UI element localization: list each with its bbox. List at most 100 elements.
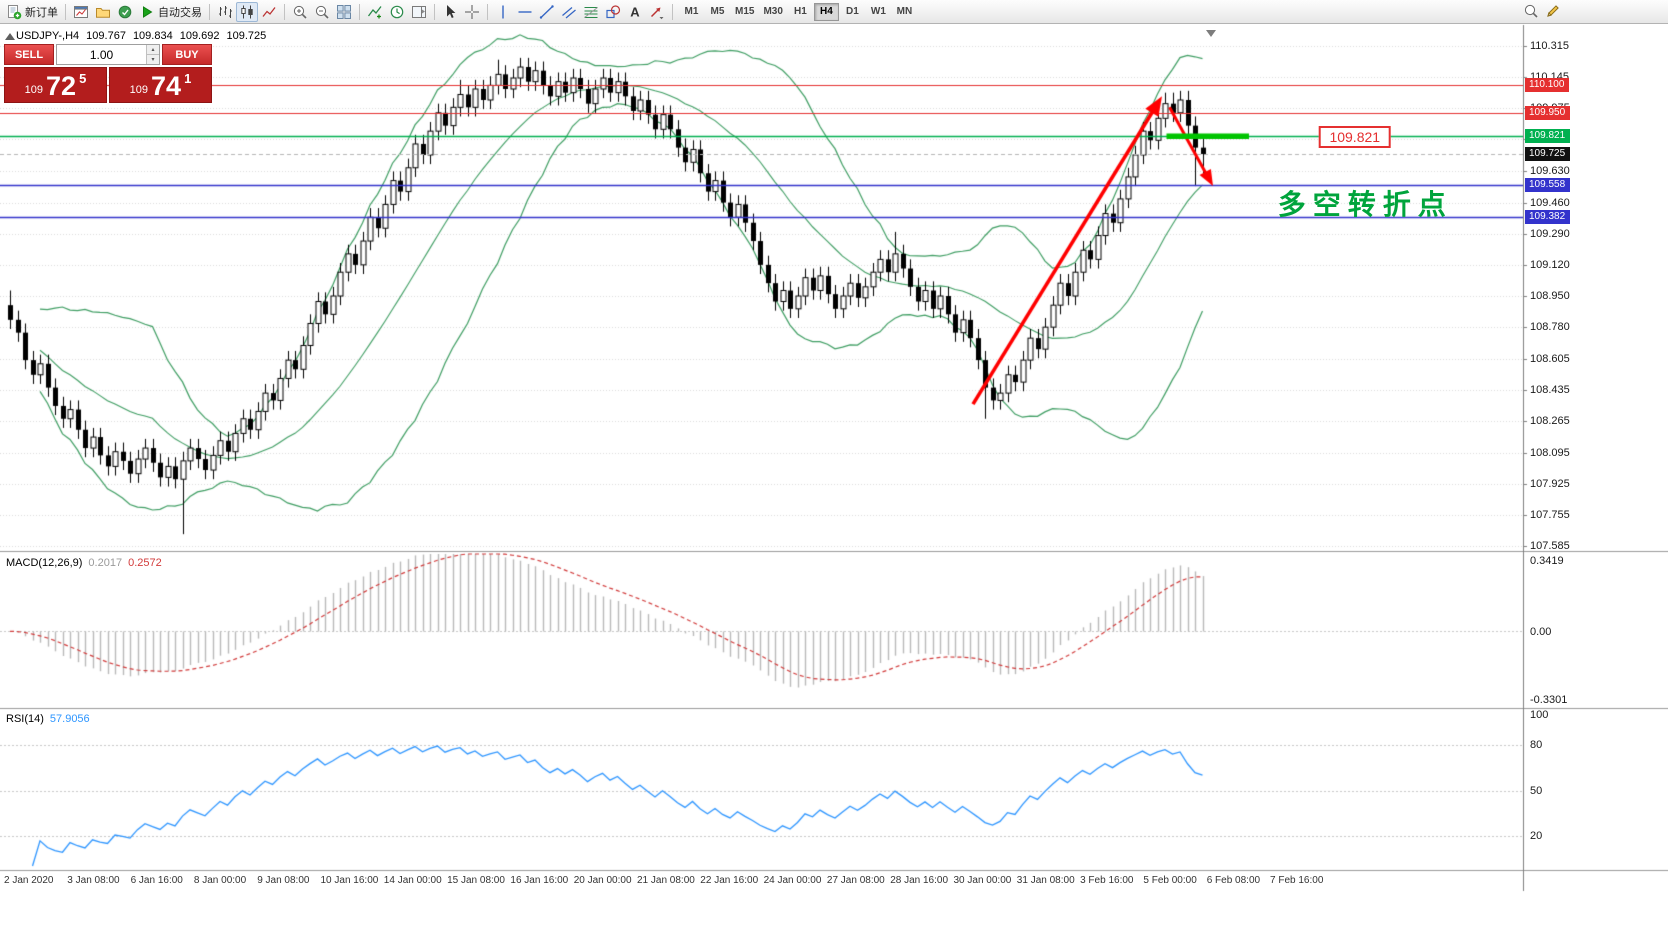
one-click-toggle[interactable] <box>5 33 15 40</box>
macd-axis-value: -0.3301 <box>1530 694 1568 706</box>
channel-tool-button[interactable] <box>558 2 580 22</box>
market-icon <box>117 4 133 20</box>
time-axis-label: 27 Jan 08:00 <box>826 875 885 886</box>
price-axis-tick: 109.290 <box>1530 227 1570 240</box>
timeframe-m15-button[interactable]: M15 <box>731 3 758 21</box>
profiles-button[interactable] <box>92 2 114 22</box>
symbol-period-label: USDJPY-,H4 <box>16 30 80 42</box>
time-axis-label: 30 Jan 00:00 <box>953 875 1012 886</box>
new-chart-button[interactable] <box>70 2 92 22</box>
candles-icon <box>239 4 255 20</box>
timeframe-m5-button[interactable]: M5 <box>705 3 730 21</box>
one-click-order-row: SELL ▴ ▾ BUY <box>4 44 212 65</box>
panel-divider-macd[interactable] <box>0 550 1523 554</box>
pencil-icon <box>1545 3 1561 19</box>
rsi-axis-value: 50 <box>1530 784 1543 797</box>
vline-icon <box>495 4 511 20</box>
zoom-in-button[interactable] <box>289 2 311 22</box>
volume-input[interactable] <box>57 45 146 64</box>
toolbar-separator <box>672 3 673 20</box>
horizontal-line-tool-button[interactable] <box>514 2 536 22</box>
vertical-line-tool-button[interactable] <box>492 2 514 22</box>
new-order-label: 新订单 <box>25 6 58 19</box>
timeframe-w1-button[interactable]: W1 <box>866 3 891 21</box>
tile-windows-button[interactable] <box>333 2 355 22</box>
template-icon <box>411 4 427 20</box>
bar-chart-mode-button[interactable] <box>214 2 236 22</box>
chart-shift-button[interactable] <box>408 2 430 22</box>
search-button[interactable] <box>1520 1 1542 21</box>
macd-name: MACD(12,26,9) <box>6 557 83 569</box>
time-axis-label: 24 Jan 00:00 <box>763 875 822 886</box>
period-converter-button[interactable] <box>386 2 408 22</box>
sell-button[interactable]: SELL <box>4 44 54 65</box>
price-level-label: 109.950 <box>1525 105 1571 120</box>
chart-ohlc-header: USDJPY-,H4 109.767 109.834 109.692 109.7… <box>16 30 266 42</box>
volume-decrease-button[interactable]: ▾ <box>147 55 159 64</box>
time-axis-label: 22 Jan 16:00 <box>700 875 759 886</box>
macd-panel-label: MACD(12,26,9) 0.2017 0.2572 <box>6 557 162 569</box>
timeframe-m30-button[interactable]: M30 <box>759 3 786 21</box>
rsi-name: RSI(14) <box>6 713 44 725</box>
toolbar-separator <box>284 3 285 20</box>
chart-shift-marker[interactable] <box>1206 30 1216 37</box>
macd-axis-value: 0.00 <box>1530 625 1552 638</box>
quick-edit-button[interactable] <box>1542 1 1564 21</box>
market-watch-button[interactable] <box>114 2 136 22</box>
timeframe-h4-button[interactable]: H4 <box>813 2 839 21</box>
panel-divider-timescale[interactable] <box>0 869 1523 873</box>
volume-increase-button[interactable]: ▴ <box>147 45 159 55</box>
profiles-icon <box>95 4 111 20</box>
price-level-label: 110.100 <box>1525 78 1570 93</box>
clock-icon <box>389 4 405 20</box>
panel-divider-rsi[interactable] <box>0 707 1523 711</box>
one-click-price-row: 109 72 5 109 74 1 <box>4 67 212 103</box>
timeframe-m1-button[interactable]: M1 <box>679 3 704 21</box>
sell-price-panel[interactable]: 109 72 5 <box>4 67 107 103</box>
fibonacci-tool-button[interactable] <box>580 2 602 22</box>
candlestick-mode-button[interactable] <box>236 1 258 22</box>
toolbar-separator <box>65 3 66 20</box>
new-order-button[interactable]: 新订单 <box>3 2 61 22</box>
timeframe-mn-button[interactable]: MN <box>892 3 917 21</box>
doc-plus-icon <box>6 4 22 20</box>
ask-prefix: 109 <box>129 84 149 96</box>
text-tool-button[interactable]: A <box>624 2 646 22</box>
annotation-note-text: 多空转折点 <box>1277 188 1453 220</box>
price-axis-tick: 108.780 <box>1530 321 1570 334</box>
time-axis-label: 6 Feb 08:00 <box>1206 875 1261 886</box>
time-axis-label: 6 Jan 16:00 <box>130 875 183 886</box>
volume-spinner: ▴ ▾ <box>146 45 159 64</box>
rsi-axis-value: 100 <box>1530 709 1549 721</box>
bid-pip-digit: 5 <box>79 71 87 86</box>
arrows-tool-button[interactable] <box>646 2 668 22</box>
rsi-value: 57.9056 <box>49 713 90 725</box>
shapes-tool-button[interactable] <box>602 2 624 22</box>
time-axis-label: 20 Jan 00:00 <box>573 875 632 886</box>
zoom-out-icon <box>314 4 330 20</box>
arrows-icon <box>649 4 665 20</box>
trendline-tool-button[interactable] <box>536 2 558 22</box>
buy-button[interactable]: BUY <box>162 44 212 65</box>
channel-icon <box>561 4 577 20</box>
timeframe-h1-button[interactable]: H1 <box>788 3 813 21</box>
indicators-list-button[interactable] <box>364 2 386 22</box>
price-level-label: 109.382 <box>1525 209 1571 224</box>
crosshair-tool-button[interactable] <box>461 2 483 22</box>
time-axis-label: 5 Feb 00:00 <box>1143 875 1197 886</box>
auto-trading-button[interactable]: 自动交易 <box>136 2 205 22</box>
buy-price-panel[interactable]: 109 74 1 <box>109 67 212 103</box>
zoom-out-button[interactable] <box>311 2 333 22</box>
cursor-tool-button[interactable] <box>439 2 461 22</box>
price-axis-tick: 108.265 <box>1530 415 1570 428</box>
price-axis-tick: 109.120 <box>1530 258 1570 271</box>
price-level-label: 109.558 <box>1525 177 1571 192</box>
line-chart-mode-button[interactable] <box>258 2 280 22</box>
time-axis-label: 21 Jan 08:00 <box>637 875 695 886</box>
time-axis-label: 8 Jan 00:00 <box>193 875 247 886</box>
ohlc-low: 109.692 <box>179 30 220 42</box>
timeframe-d1-button[interactable]: D1 <box>840 3 865 21</box>
